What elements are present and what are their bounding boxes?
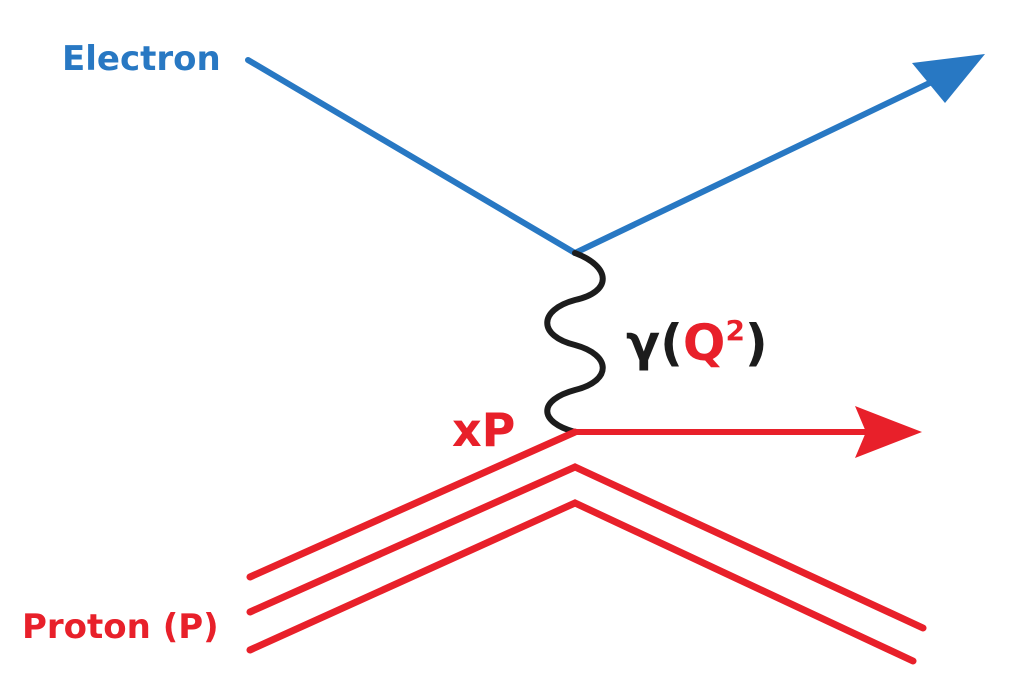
photon-close-paren: ) xyxy=(745,314,768,372)
proton-line-3 xyxy=(246,499,917,665)
electron-outgoing-arrowhead xyxy=(912,54,985,103)
momentum-transfer-exponent: 2 xyxy=(725,314,744,347)
electron-incoming-line xyxy=(245,57,578,256)
photon-symbol: γ xyxy=(626,314,660,372)
virtual-photon-line xyxy=(544,250,606,435)
parton-label: xP xyxy=(452,403,515,457)
proton-label: Proton (P) xyxy=(22,607,219,647)
parton-outgoing-arrowhead xyxy=(855,406,922,458)
proton-line-2 xyxy=(246,463,927,632)
electron-outgoing-line xyxy=(572,75,943,256)
electron-label: Electron xyxy=(62,39,221,79)
proton-line-1 xyxy=(246,428,579,581)
momentum-transfer-q: Q xyxy=(683,314,726,372)
photon-label: γ(Q2) xyxy=(626,314,768,372)
photon-open-paren: ( xyxy=(660,314,683,372)
